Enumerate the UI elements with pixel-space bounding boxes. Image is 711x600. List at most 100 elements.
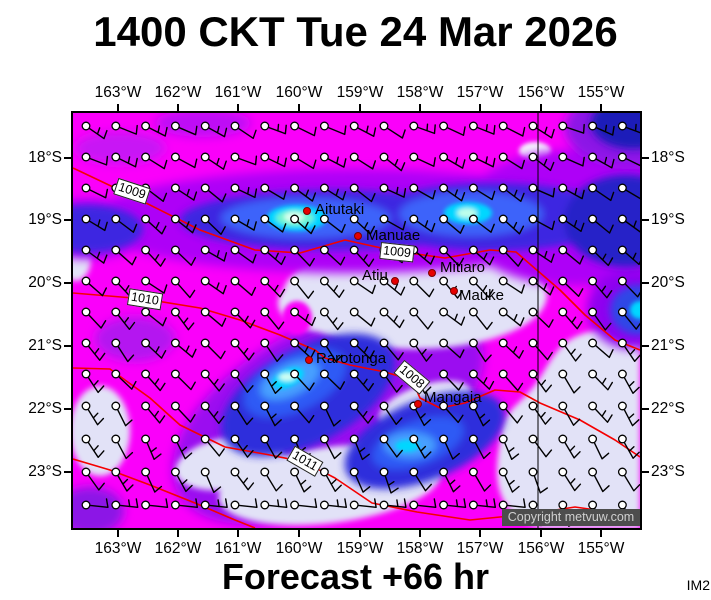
lon-tick-top — [600, 104, 602, 112]
wind-barb-station — [409, 434, 419, 444]
lon-label-top: 161°W — [214, 84, 262, 101]
wind-barb-shaft — [178, 498, 198, 508]
wind-barb-station — [200, 467, 210, 477]
lon-tick-bottom — [298, 529, 300, 537]
wind-barb-shaft — [295, 475, 312, 493]
precipitation-shading-svg — [73, 113, 640, 528]
lon-label-top: 155°W — [577, 84, 625, 101]
wind-barb-shaft — [624, 314, 640, 330]
wind-barb-station — [111, 369, 121, 379]
wind-barb-shaft — [267, 283, 286, 298]
wind-barb-shaft — [625, 123, 640, 134]
wind-barb-station — [468, 307, 478, 317]
wind-barb-station — [528, 152, 538, 162]
lon-tick-bottom — [419, 529, 421, 537]
wind-barb-shaft — [177, 376, 196, 391]
lon-tick-bottom — [359, 529, 361, 537]
wind-barb-station — [617, 401, 627, 411]
wind-barb-shaft — [445, 252, 465, 267]
lat-tick-left — [64, 408, 72, 410]
wind-barb-station — [498, 183, 508, 193]
wind-barb-shaft — [446, 157, 466, 169]
lon-tick-top — [419, 104, 421, 112]
wind-barb-station — [319, 401, 329, 411]
wind-barb-shaft — [446, 126, 466, 136]
wind-barb-shaft — [595, 124, 615, 136]
wind-barb-shaft — [565, 251, 584, 265]
wind-barb-station — [200, 401, 210, 411]
wind-barb-station — [141, 276, 151, 286]
wind-barb-shaft — [356, 376, 374, 392]
wind-barb-shaft — [237, 219, 257, 231]
wind-barb-station — [260, 121, 270, 131]
wind-barb-shaft — [327, 188, 347, 201]
wind-barb-shaft — [266, 345, 284, 362]
lon-label-top: 162°W — [154, 84, 202, 101]
wind-barb-shaft — [356, 345, 375, 360]
forecast-map: Aitutaki Manuae Atiu Mitiaro Mauke Rarotonga M… — [71, 111, 642, 530]
wind-barb-shaft — [475, 283, 494, 298]
wind-barb-station — [349, 434, 359, 444]
wind-barb-shaft — [266, 442, 283, 459]
wind-barb-station — [141, 121, 151, 131]
wind-barb-shaft — [625, 158, 640, 167]
lon-label-bottom: 157°W — [456, 540, 504, 557]
wind-barb-station — [498, 214, 508, 224]
wind-barb-station — [81, 121, 91, 131]
wind-barb-station — [319, 245, 329, 255]
wind-barb-station — [81, 183, 91, 193]
wind-barb-shaft — [446, 345, 465, 359]
wind-barb-station — [409, 467, 419, 477]
wind-barb-station — [260, 369, 270, 379]
wind-barb-shaft — [327, 220, 346, 234]
wind-barb-shaft — [564, 441, 581, 459]
wind-barb-shaft — [177, 252, 197, 266]
wind-barb-station — [290, 500, 300, 510]
wind-barb-shaft — [119, 124, 138, 135]
wind-barb-station — [260, 467, 270, 477]
wind-barb-shaft — [387, 186, 407, 198]
wind-barb-shaft — [298, 498, 318, 508]
wind-barb-shaft — [178, 220, 197, 234]
wind-barb-station — [290, 369, 300, 379]
lon-tick-top — [117, 104, 119, 112]
wind-barb-shaft — [266, 377, 283, 394]
wind-barb-shaft — [207, 314, 227, 327]
lat-label-right: 18°S — [651, 149, 685, 166]
wind-barb-shaft — [564, 314, 583, 330]
wind-barb-station — [558, 401, 568, 411]
wind-barb-shaft — [118, 220, 138, 233]
wind-barb-station — [588, 338, 598, 348]
wind-barb-shaft — [87, 345, 106, 361]
wind-barb-station — [81, 434, 91, 444]
wind-barb-station — [439, 245, 449, 255]
wind-barb-shaft — [177, 408, 196, 423]
wind-barb-shaft — [237, 345, 255, 361]
wind-barb-station — [230, 307, 240, 317]
wind-barb-station — [141, 500, 151, 510]
wind-barb-shaft — [535, 158, 555, 172]
wind-barb-shaft — [88, 219, 108, 232]
wind-barb-station — [498, 121, 508, 131]
wind-barb-station — [170, 369, 180, 379]
wind-barb-shaft — [624, 345, 640, 362]
wind-barb-station — [468, 467, 478, 477]
wind-barb-station — [260, 307, 270, 317]
wind-barb-station — [558, 152, 568, 162]
wind-barb-station — [319, 369, 329, 379]
wind-barb-station — [349, 276, 359, 286]
wind-barb-station — [230, 500, 240, 510]
wind-barb-shaft — [564, 376, 581, 394]
wind-barb-shaft — [445, 376, 464, 391]
wind-barb-shaft — [325, 442, 342, 460]
wind-barb-shaft — [148, 221, 167, 235]
wind-barb-station — [379, 434, 389, 444]
wind-barb-shaft — [178, 158, 198, 169]
wind-barb-station — [170, 401, 180, 411]
wind-barb-shaft — [564, 409, 581, 426]
wind-barb-shaft — [447, 498, 467, 508]
wind-barb-shaft — [505, 189, 525, 202]
wind-barb-station — [81, 152, 91, 162]
wind-barb-shaft — [296, 376, 315, 391]
wind-barb-station — [141, 369, 151, 379]
